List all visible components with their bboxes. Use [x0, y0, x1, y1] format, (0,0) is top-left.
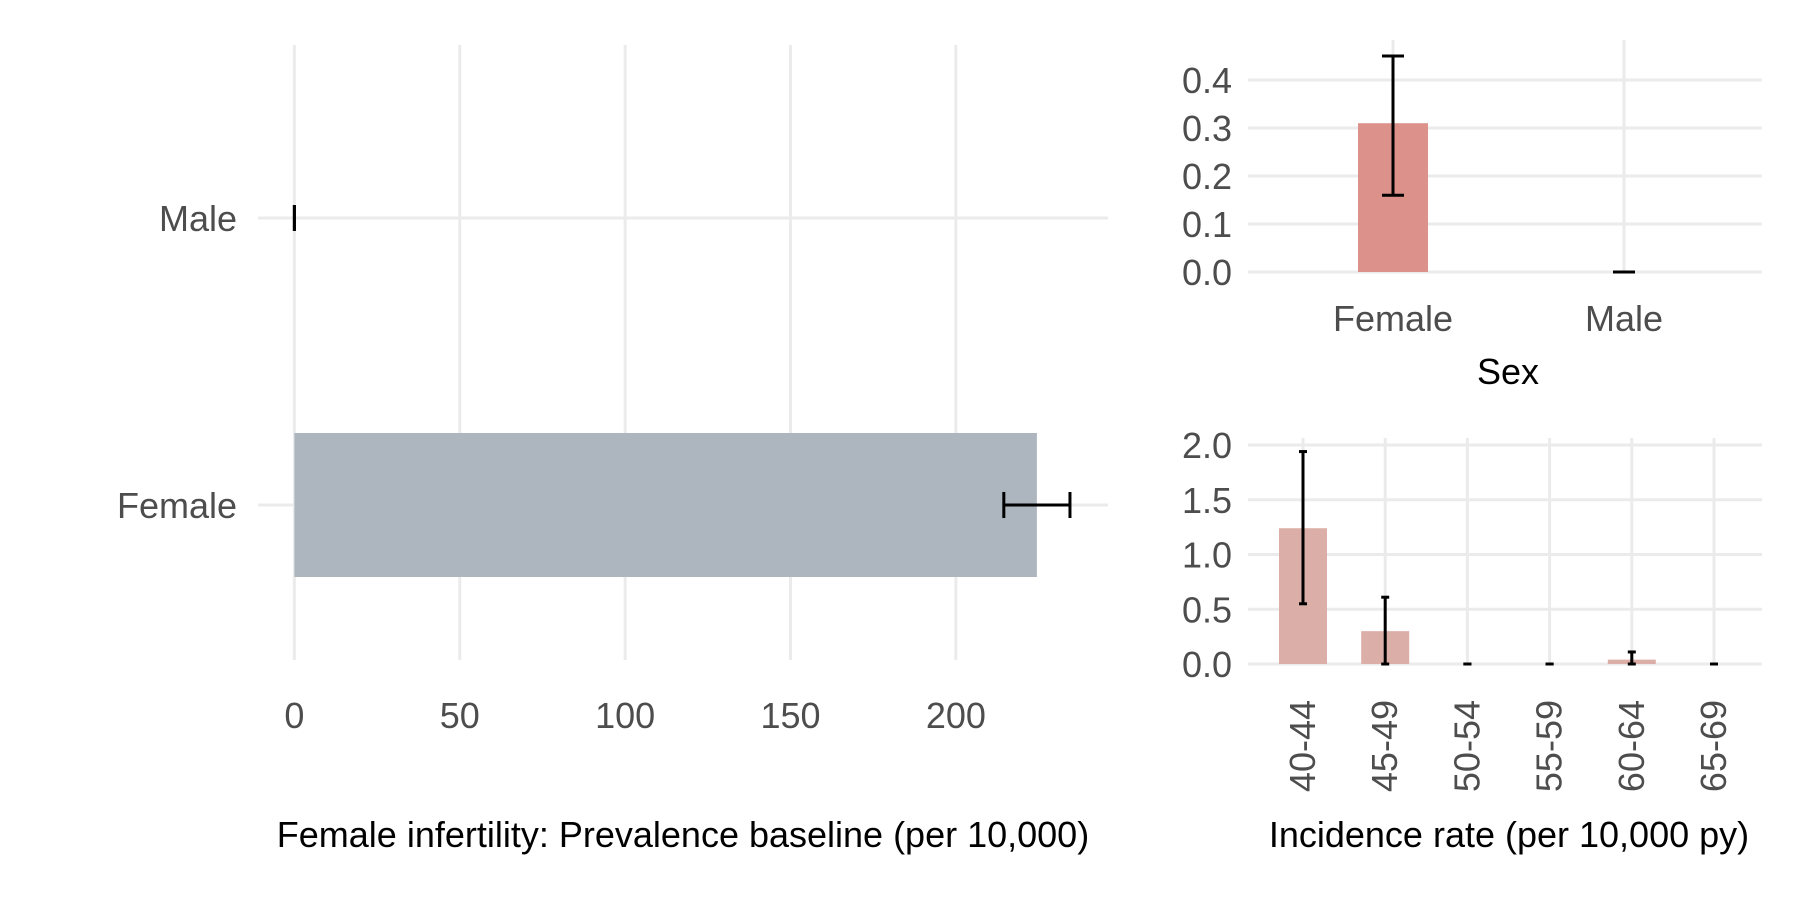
x-tick-label: 55-59	[1529, 700, 1570, 792]
y-tick-label: Male	[159, 198, 237, 239]
prevalence-chart: 0 50 100 150 200 Female Male Female infertility…	[117, 45, 1108, 855]
y-tick-label: 1.0	[1182, 535, 1232, 576]
x-tick-label: 60-64	[1611, 700, 1652, 792]
x-tick-label: 0	[284, 695, 304, 736]
y-tick-label: 0.5	[1182, 589, 1232, 630]
x-tick-label: 50-54	[1446, 700, 1487, 792]
y-tick-label: 0.4	[1182, 60, 1232, 101]
sex-incidence-chart: 0.0 0.1 0.2 0.3 0.4 Female Male Sex	[1182, 40, 1762, 392]
bar	[294, 433, 1037, 577]
y-tick-label: Female	[117, 485, 237, 526]
x-tick-label: 50	[440, 695, 480, 736]
x-tick-label: Female	[1333, 298, 1453, 339]
x-axis-title: Female infertility: Prevalence baseline …	[277, 814, 1089, 855]
x-axis-title: Sex	[1477, 351, 1539, 392]
x-axis-title: Incidence rate (per 10,000 py)	[1269, 814, 1749, 855]
y-tick-label: 0.2	[1182, 156, 1232, 197]
x-tick-label: 40-44	[1282, 700, 1323, 792]
y-tick-label: 0.0	[1182, 644, 1232, 685]
x-tick-label: 45-49	[1364, 700, 1405, 792]
x-tick-label: 65-69	[1693, 700, 1734, 792]
x-tick-label: Male	[1585, 298, 1663, 339]
y-tick-label: 0.3	[1182, 108, 1232, 149]
y-tick-label: 1.5	[1182, 480, 1232, 521]
y-tick-label: 2.0	[1182, 425, 1232, 466]
y-tick-label: 0.1	[1182, 204, 1232, 245]
y-tick-label: 0.0	[1182, 252, 1232, 293]
x-tick-label: 200	[926, 695, 986, 736]
age-incidence-chart: 0.0 0.5 1.0 1.5 2.0 40-44 45-49 50-54 55-59 60-64…	[1182, 425, 1762, 855]
x-tick-label: 100	[595, 695, 655, 736]
x-tick-label: 150	[760, 695, 820, 736]
